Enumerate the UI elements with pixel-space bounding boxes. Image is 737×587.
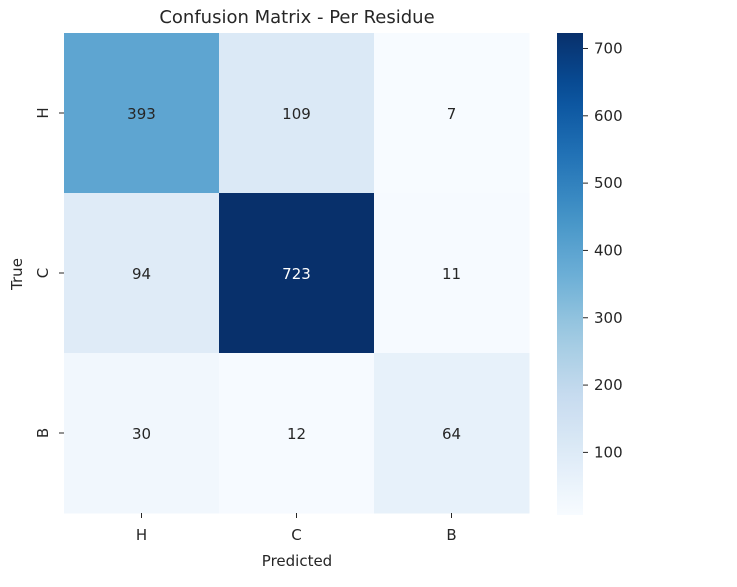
cell-value-label: 30 [132, 425, 151, 443]
y-axis: H C B [34, 107, 64, 438]
heatmap-cell [374, 33, 530, 194]
colorbar-tick-label: 600 [594, 107, 623, 125]
colorbar: 100 200 300 400 500 600 700 [557, 33, 623, 515]
chart-title: Confusion Matrix - Per Residue [159, 7, 434, 28]
heatmap-cell [64, 353, 220, 514]
colorbar-tick-label: 500 [594, 174, 623, 192]
colorbar-gradient [557, 33, 583, 515]
x-axis-label: Predicted [262, 552, 332, 570]
y-tick-label: H [34, 107, 52, 118]
y-tick-label: C [34, 268, 52, 278]
y-axis-label: True [8, 258, 26, 291]
cell-annotations: 393 109 7 94 723 11 30 12 64 [127, 105, 461, 443]
heatmap-cell [64, 193, 220, 354]
heatmap-cell [374, 193, 530, 354]
cell-value-label: 393 [127, 105, 156, 123]
y-tick-label: B [34, 428, 52, 438]
cell-value-label: 12 [287, 425, 306, 443]
colorbar-tick-label: 100 [594, 443, 623, 461]
heatmap-cell [64, 33, 220, 194]
cell-value-label: 723 [282, 265, 311, 283]
heatmap-cell [374, 353, 530, 514]
colorbar-tick-label: 200 [594, 376, 623, 394]
cell-value-label: 7 [447, 105, 457, 123]
colorbar-tick-label: 700 [594, 39, 623, 57]
cell-value-label: 109 [282, 105, 311, 123]
colorbar-tick-label: 400 [594, 241, 623, 259]
cell-value-label: 94 [132, 265, 151, 283]
heatmap-cell [219, 353, 375, 514]
colorbar-tick-label: 300 [594, 309, 623, 327]
x-tick-label: C [291, 526, 301, 544]
heatmap-cell [219, 193, 375, 354]
heatmap-cell [219, 33, 375, 194]
cell-value-label: 64 [442, 425, 461, 443]
x-tick-label: B [446, 526, 456, 544]
heatmap-cells [64, 33, 530, 514]
cell-value-label: 11 [442, 265, 461, 283]
x-tick-label: H [136, 526, 147, 544]
